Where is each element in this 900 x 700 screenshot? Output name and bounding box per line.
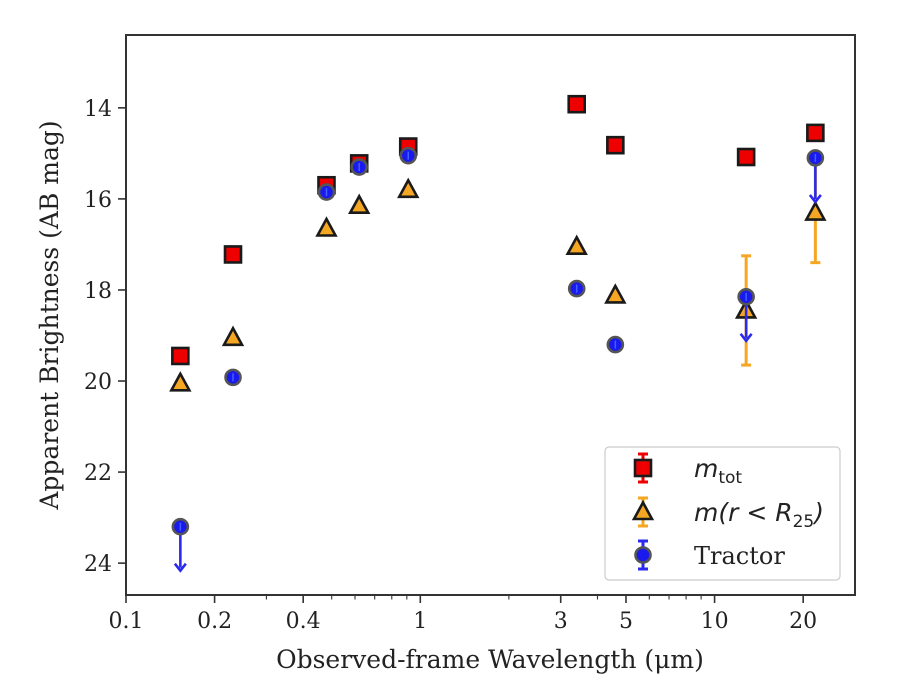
series-tractor <box>171 146 825 573</box>
series-mtot <box>171 94 825 366</box>
legend-label-mr25: m(r < R25) <box>694 498 824 532</box>
mr25-point-8 <box>804 200 827 221</box>
mtot-point-5 <box>567 94 587 114</box>
legend-marker-tractor <box>634 546 652 564</box>
mtot-point-7 <box>736 147 756 167</box>
x-tick-label-4: 3 <box>554 609 568 634</box>
y-tick-label-2: 18 <box>84 279 112 304</box>
plot-frame <box>125 34 856 596</box>
y-axis-label: Apparent Brightness (AB mag) <box>35 120 64 510</box>
x-tick-label-0: 0.1 <box>109 609 144 634</box>
y-tick-label-4: 22 <box>84 461 112 486</box>
mtot-point-6 <box>606 135 625 155</box>
y-tick-label-1: 16 <box>84 188 112 213</box>
legend-marker-mtot <box>633 458 653 478</box>
tractor-limit-arrow-0 <box>173 562 187 573</box>
mr25-point-5 <box>565 234 588 256</box>
mr25-point-3 <box>348 193 371 215</box>
mtot-point-1 <box>223 245 243 264</box>
mtot-point-0 <box>171 346 190 366</box>
mtot-point-8 <box>806 123 825 143</box>
tractor-limit-arrow-8 <box>808 194 822 205</box>
mr25-point-4 <box>397 177 420 199</box>
y-tick-label-5: 24 <box>84 552 112 577</box>
x-tick-label-5: 5 <box>619 609 633 634</box>
legend-label-tractor: Tractor <box>694 542 785 570</box>
y-tick-label-3: 20 <box>84 370 112 395</box>
mr25-point-0 <box>169 371 192 392</box>
tractor-limit-arrow-7 <box>739 332 753 343</box>
data-marks <box>169 94 827 573</box>
x-tick-label-7: 20 <box>789 609 817 634</box>
mr25-point-6 <box>604 283 627 304</box>
mr25-point-2 <box>315 216 338 237</box>
x-tick-label-3: 1 <box>413 609 427 634</box>
legend-marker-mr25 <box>631 499 655 521</box>
mr25-point-1 <box>221 325 245 347</box>
series-mr25 <box>169 160 827 392</box>
y-tick-label-0: 14 <box>84 97 112 122</box>
legend-frame <box>604 446 841 581</box>
x-tick-label-6: 10 <box>701 609 729 634</box>
legend: mtot m(r < R25) Tractor <box>604 446 841 581</box>
axis-ticks: 0.1 0.2 0.4 1 3 5 10 20 14 16 18 20 22 24 <box>84 97 817 634</box>
x-tick-label-2: 0.4 <box>286 609 321 634</box>
x-tick-label-1: 0.2 <box>197 609 232 634</box>
legend-label-mtot: mtot <box>694 454 742 488</box>
x-axis-label: Observed-frame Wavelength (μm) <box>276 645 704 674</box>
